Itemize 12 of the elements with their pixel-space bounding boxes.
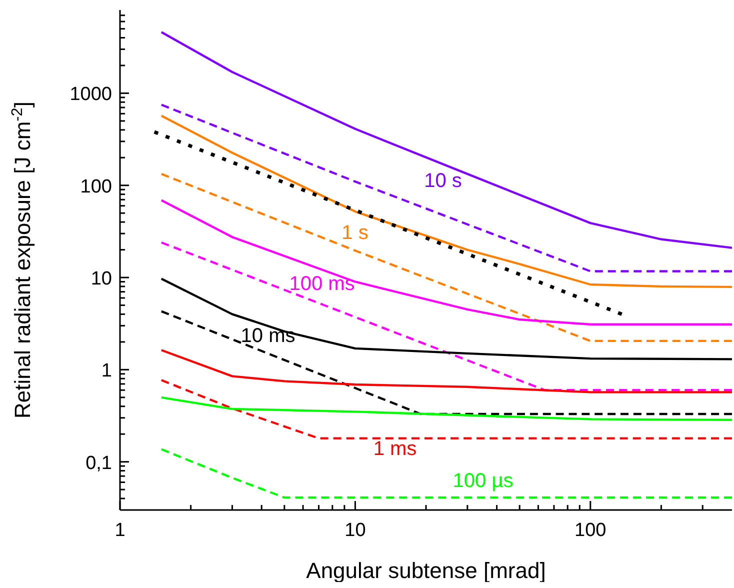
y-tick-label: 1000 (70, 84, 112, 106)
y-tick-label: 100 (80, 176, 112, 198)
y-tick-label: 0,1 (86, 452, 112, 474)
annotation: 1 s (342, 222, 368, 244)
annotation: 100 µs (452, 470, 514, 492)
y-tick-label: 10 (90, 268, 112, 290)
y-tick-label: 1 (101, 360, 112, 382)
x-tick-label: 1 (114, 520, 126, 541)
x-tick-label: 100 (574, 520, 606, 541)
annotation: 10 s (424, 170, 462, 192)
x-tick-label: 10 (344, 520, 366, 541)
annotation: 1 ms (373, 438, 417, 460)
